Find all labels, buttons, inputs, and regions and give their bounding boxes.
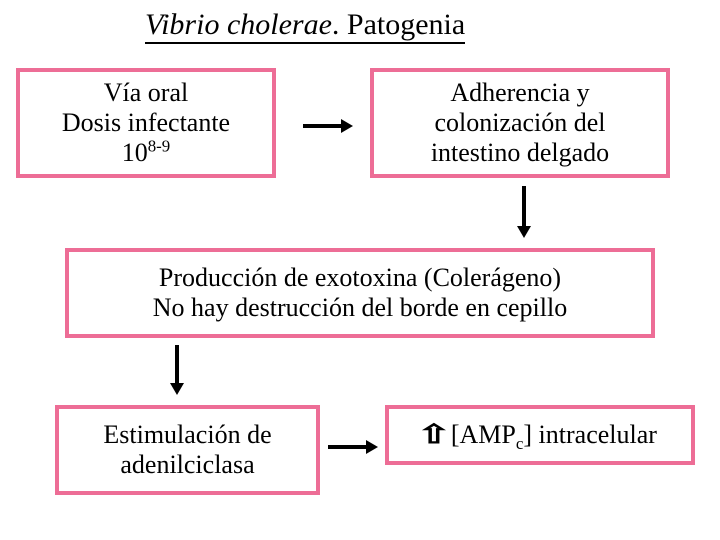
node-line: Vía oral [104, 78, 188, 108]
arrow-3 [165, 345, 189, 395]
node-via-oral: Vía oralDosis infectante108-9 [16, 68, 276, 178]
diagram-title: Vibrio cholerae. Patogenia [145, 8, 465, 44]
node-line: Estimulación de [103, 420, 271, 450]
node-line: No hay destrucción del borde en cepillo [153, 293, 567, 323]
title-plain: Patogenia [339, 8, 465, 41]
arrow-2 [512, 186, 536, 238]
node-line: Dosis infectante [62, 108, 230, 138]
node-exotoxina: Producción de exotoxina (Colerágeno)No h… [65, 248, 655, 338]
node-line: ⇧[AMPc] intracelular [423, 420, 657, 450]
node-line: colonización del [434, 108, 605, 138]
node-line: Adherencia y [450, 78, 589, 108]
node-adherencia: Adherencia ycolonización delintestino de… [370, 68, 670, 178]
arrow-4 [328, 435, 378, 459]
node-line: 108-9 [122, 138, 171, 168]
title-italic: Vibrio cholerae [145, 8, 332, 41]
node-line: intestino delgado [431, 138, 609, 168]
node-line: Producción de exotoxina (Colerágeno) [159, 263, 561, 293]
arrow-1 [303, 114, 353, 138]
node-adenilciclasa: Estimulación deadenilciclasa [55, 405, 320, 495]
node-ampc: ⇧[AMPc] intracelular [385, 405, 695, 465]
node-line: adenilciclasa [120, 450, 254, 480]
